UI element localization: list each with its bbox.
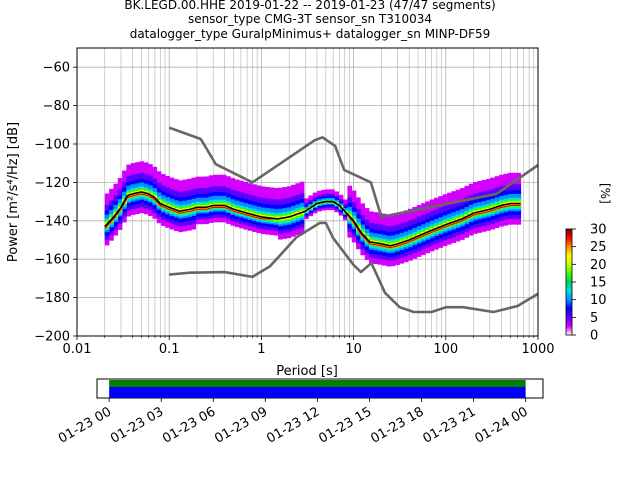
- y-axis-label: Power [m²/s⁴/Hz] [dB]: [6, 122, 21, 262]
- y-tick-label: −100: [34, 138, 70, 153]
- y-tick-label: −180: [34, 291, 70, 306]
- noise-models: [168, 126, 539, 314]
- high-noise-model-line: [168, 126, 539, 219]
- y-ticks: −200 −180 −160 −140 −120 −100 −80 −60: [34, 61, 77, 345]
- timeline-tick-label: 01-23 09: [212, 404, 270, 446]
- x-tick-label: 10: [345, 342, 362, 357]
- timeline-tick-label: 01-23 21: [420, 404, 478, 446]
- y-tick-label: −60: [43, 61, 70, 76]
- timeline-bars: [109, 380, 526, 398]
- figure-title-line-2: sensor_type CMG-3T sensor_sn T310034: [187, 12, 433, 26]
- colorbar-tick-label: 5: [590, 311, 598, 326]
- x-tick-label: 1: [257, 342, 265, 357]
- y-tick-label: −140: [34, 214, 70, 229]
- psd-lines: [104, 191, 521, 249]
- x-tick-label: 0.01: [63, 342, 92, 357]
- timeline-tick-label: 01-23 18: [368, 404, 426, 446]
- timeline-tick-label: 01-23 12: [264, 404, 322, 446]
- y-tick-label: −200: [34, 330, 70, 345]
- timeline-tick-label: 01-23 03: [108, 404, 166, 446]
- x-tick-label: 1000: [521, 342, 554, 357]
- figure-title-line-3: datalogger_type GuralpMinimus+ datalogge…: [129, 27, 491, 41]
- colorbar-tick-label: 0: [590, 329, 598, 344]
- x-tick-label: 100: [433, 342, 458, 357]
- timeline-tick-label: 01-23 06: [160, 404, 218, 446]
- y-tick-label: −160: [34, 253, 70, 268]
- y-tick-label: −120: [34, 176, 70, 191]
- figure-title-line-1: BK.LEGD.00.HHE 2019-01-22 -- 2019-01-23 …: [124, 0, 496, 12]
- timeline-segment-bar: [109, 387, 526, 398]
- colorbar-tick-label: 10: [590, 293, 607, 308]
- colorbar-ticks: 0 5 10 15 20 25 30: [572, 223, 607, 344]
- x-tick-label: 0.1: [159, 342, 180, 357]
- colorbar-tick-label: 30: [590, 223, 607, 238]
- x-ticks: 0.01 0.1 1 10 100 1000: [63, 336, 555, 357]
- x-axis-label: Period [s]: [276, 364, 338, 379]
- timeline-tick-label: 01-23 00: [56, 404, 114, 446]
- colorbar-tick-label: 25: [590, 240, 607, 255]
- low-noise-model-line: [169, 221, 539, 314]
- mean-line: [104, 191, 521, 247]
- timeline-tick-label: 01-23 15: [316, 404, 374, 446]
- colorbar-unit-label: [%]: [598, 183, 612, 204]
- timeline-tick-label: 01-24 00: [473, 404, 531, 446]
- colorbar-tick-label: 15: [590, 276, 607, 291]
- colorbar: [565, 228, 573, 336]
- psd-heatmap: [104, 161, 522, 267]
- colorbar-tick-label: 20: [590, 258, 607, 273]
- y-tick-label: −80: [43, 99, 70, 114]
- timeline-segment-bar: [109, 380, 526, 387]
- plot-frame: [76, 47, 539, 337]
